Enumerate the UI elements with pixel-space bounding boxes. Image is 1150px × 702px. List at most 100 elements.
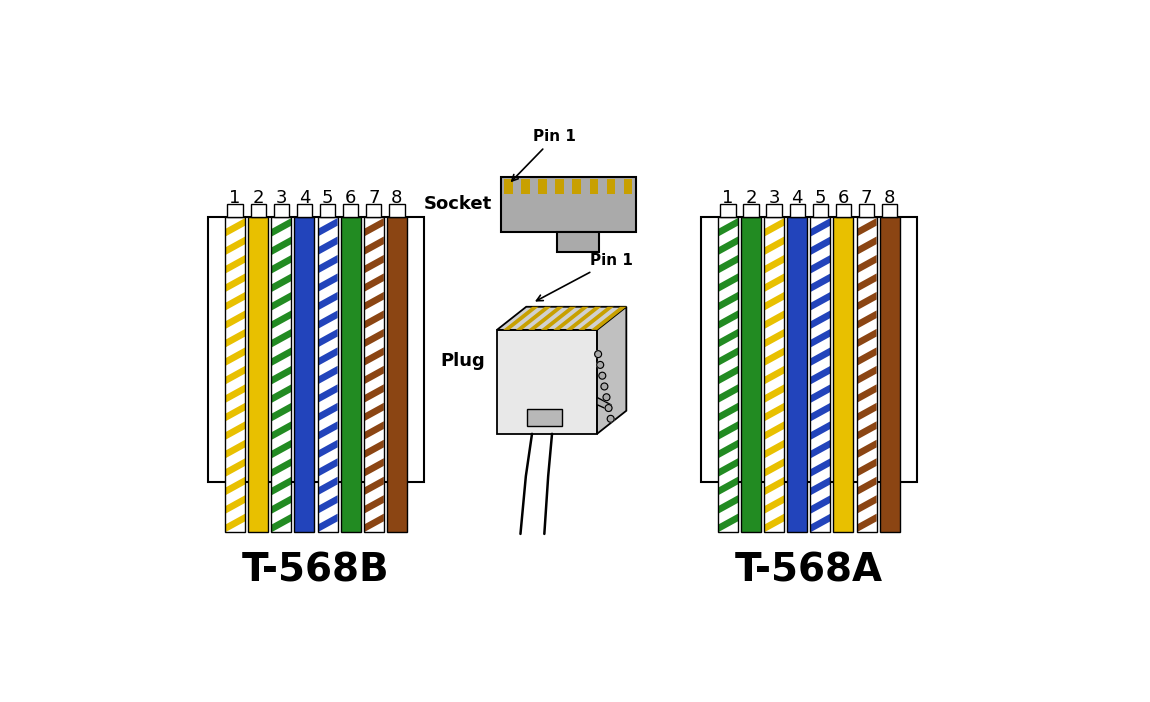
Polygon shape <box>225 126 245 145</box>
Polygon shape <box>363 310 384 329</box>
Polygon shape <box>225 107 245 126</box>
Polygon shape <box>718 403 738 421</box>
Polygon shape <box>271 329 291 347</box>
Polygon shape <box>857 181 876 200</box>
Polygon shape <box>811 310 830 329</box>
Polygon shape <box>363 274 384 292</box>
Polygon shape <box>857 403 876 421</box>
Polygon shape <box>857 495 876 514</box>
Polygon shape <box>363 421 384 440</box>
Polygon shape <box>811 144 830 163</box>
Bar <box>788 217 807 532</box>
Polygon shape <box>811 495 830 514</box>
Polygon shape <box>764 329 784 347</box>
Polygon shape <box>363 199 384 218</box>
Bar <box>606 179 615 194</box>
Polygon shape <box>225 218 245 237</box>
Text: 1: 1 <box>230 190 240 207</box>
Polygon shape <box>363 384 384 403</box>
Polygon shape <box>811 439 830 458</box>
Polygon shape <box>718 107 738 126</box>
Bar <box>767 204 782 217</box>
Polygon shape <box>764 181 784 200</box>
Bar <box>857 217 876 532</box>
Polygon shape <box>553 307 589 330</box>
Polygon shape <box>271 532 291 551</box>
Bar <box>389 204 405 217</box>
Polygon shape <box>718 347 738 366</box>
Polygon shape <box>811 384 830 403</box>
Polygon shape <box>225 144 245 163</box>
Polygon shape <box>363 163 384 181</box>
Polygon shape <box>363 181 384 200</box>
Polygon shape <box>764 421 784 440</box>
Polygon shape <box>578 307 614 330</box>
Bar <box>527 409 562 426</box>
Bar <box>764 217 784 532</box>
Polygon shape <box>225 550 245 569</box>
Bar <box>538 179 547 194</box>
Text: 3: 3 <box>276 190 288 207</box>
Bar <box>573 179 581 194</box>
Bar <box>811 217 830 532</box>
Polygon shape <box>363 532 384 551</box>
Bar <box>859 204 874 217</box>
Polygon shape <box>764 310 784 329</box>
Polygon shape <box>363 126 384 145</box>
Bar <box>363 217 384 532</box>
Text: Pin 1: Pin 1 <box>512 129 576 181</box>
Bar <box>294 217 314 532</box>
Polygon shape <box>225 403 245 421</box>
Polygon shape <box>363 107 384 126</box>
Polygon shape <box>271 421 291 440</box>
Polygon shape <box>317 458 338 477</box>
Polygon shape <box>363 329 384 347</box>
Polygon shape <box>857 163 876 181</box>
Polygon shape <box>317 292 338 310</box>
Polygon shape <box>811 181 830 200</box>
Polygon shape <box>271 495 291 514</box>
Circle shape <box>599 372 606 379</box>
Polygon shape <box>317 347 338 366</box>
Polygon shape <box>718 532 738 551</box>
Text: 8: 8 <box>391 190 402 207</box>
Bar <box>836 204 851 217</box>
Text: 2: 2 <box>745 190 757 207</box>
Polygon shape <box>317 218 338 237</box>
Polygon shape <box>857 366 876 385</box>
Polygon shape <box>271 274 291 292</box>
Polygon shape <box>317 181 338 200</box>
Polygon shape <box>764 366 784 385</box>
Polygon shape <box>363 218 384 237</box>
Polygon shape <box>718 163 738 181</box>
Bar <box>366 204 382 217</box>
Polygon shape <box>317 366 338 385</box>
Polygon shape <box>811 347 830 366</box>
Bar <box>340 217 361 532</box>
Polygon shape <box>857 329 876 347</box>
Polygon shape <box>363 439 384 458</box>
Polygon shape <box>718 237 738 256</box>
Bar <box>764 217 784 532</box>
Polygon shape <box>857 218 876 237</box>
Bar <box>813 204 828 217</box>
Text: 7: 7 <box>861 190 873 207</box>
Polygon shape <box>317 550 338 569</box>
Circle shape <box>595 351 601 357</box>
Bar <box>555 179 563 194</box>
Polygon shape <box>317 439 338 458</box>
Polygon shape <box>764 163 784 181</box>
Polygon shape <box>363 495 384 514</box>
Circle shape <box>603 394 610 401</box>
Polygon shape <box>271 347 291 366</box>
Bar <box>251 204 266 217</box>
Polygon shape <box>363 477 384 496</box>
Polygon shape <box>811 403 830 421</box>
Polygon shape <box>811 550 830 569</box>
Polygon shape <box>764 532 784 551</box>
Polygon shape <box>317 421 338 440</box>
Polygon shape <box>718 421 738 440</box>
Polygon shape <box>718 329 738 347</box>
Polygon shape <box>857 458 876 477</box>
Bar <box>811 217 830 532</box>
